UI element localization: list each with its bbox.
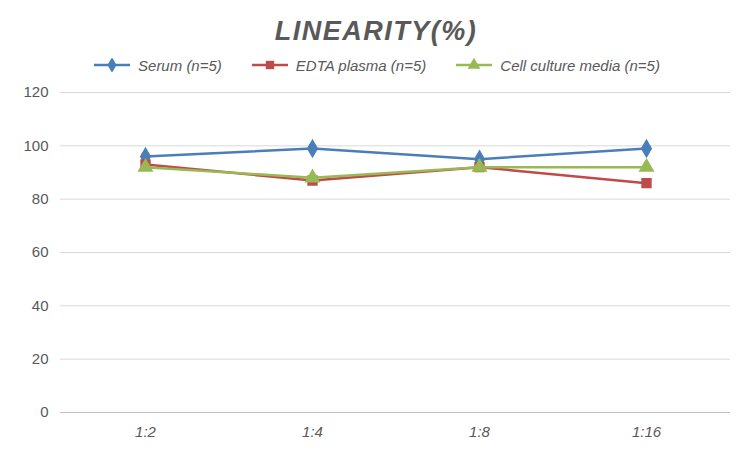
svg-text:80: 80 [32, 190, 49, 207]
svg-text:20: 20 [32, 350, 49, 367]
html-text:Cell culture media (n=5): Cell culture media (n=5) [500, 56, 660, 74]
svg-text:60: 60 [32, 243, 49, 260]
svg-text:40: 40 [32, 297, 49, 314]
svg-text:1:4: 1:4 [302, 423, 323, 440]
svg-text:0: 0 [40, 403, 48, 420]
svg-text:100: 100 [23, 137, 48, 154]
html-text:Serum (n=5): Serum (n=5) [138, 56, 222, 74]
svg-text:1:8: 1:8 [469, 423, 491, 440]
svg-text:1:2: 1:2 [135, 423, 157, 440]
html-text:LINEARITY(%): LINEARITY(%) [274, 16, 478, 46]
html-text:EDTA plasma (n=5): EDTA plasma (n=5) [295, 56, 427, 74]
svg-text:120: 120 [23, 83, 48, 100]
svg-text:1:16: 1:16 [632, 423, 662, 440]
